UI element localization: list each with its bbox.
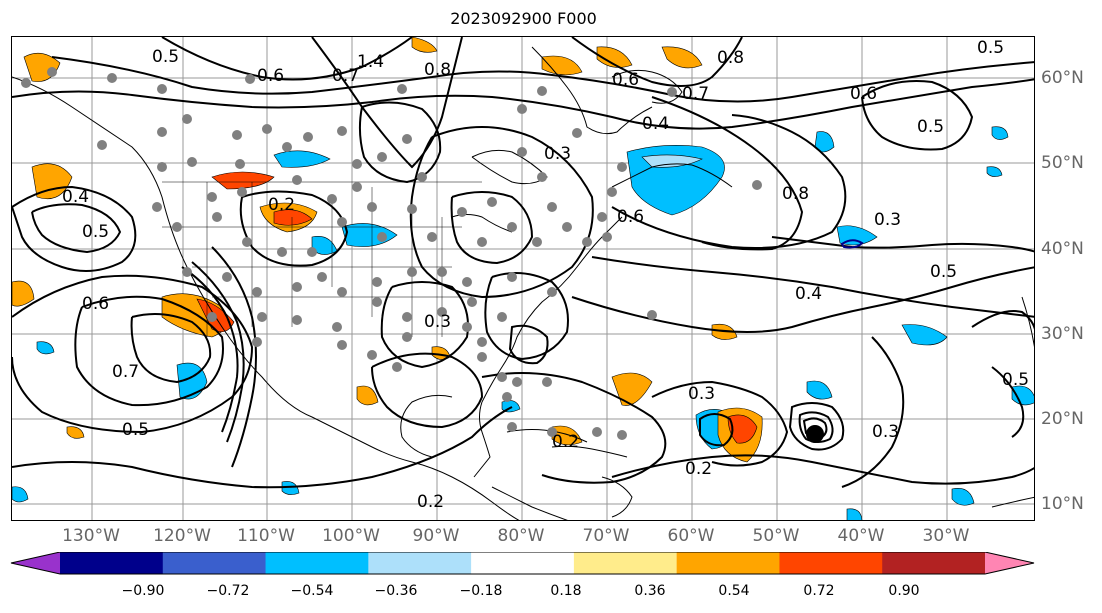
contour-lines <box>12 37 1034 489</box>
contour-label: 0.5 <box>122 420 149 440</box>
lon-label: 120°W <box>153 526 211 546</box>
colorbar-extend-min <box>11 552 60 574</box>
contour-label: 0.6 <box>612 70 639 90</box>
colorbar-tick-label: −0.18 <box>459 583 503 599</box>
contour-label: 0.4 <box>795 284 822 304</box>
contour-label: 0.5 <box>917 117 944 137</box>
contour-label: 0.3 <box>874 210 901 230</box>
colorbar-tick-label: 0.18 <box>550 583 582 599</box>
contour-label: 0.2 <box>685 459 712 479</box>
colorbar-segment <box>368 552 472 574</box>
lon-label: 40°W <box>837 526 885 546</box>
contour-label: 0.3 <box>544 144 571 164</box>
lat-label: 30°N <box>1041 324 1084 344</box>
station-dots <box>21 67 762 440</box>
colorbar-tick-label: 0.36 <box>634 583 666 599</box>
contour-label: 0.7 <box>682 84 709 104</box>
colorbar-tick-label: 0.90 <box>888 583 920 599</box>
lon-label: 80°W <box>497 526 545 546</box>
lat-label: 40°N <box>1041 239 1084 259</box>
contour-label: 1.4 <box>357 52 384 72</box>
plot-title: 2023092900 F000 <box>450 9 597 28</box>
lon-label: 30°W <box>922 526 970 546</box>
lat-label: 10°N <box>1041 494 1084 514</box>
colorbar-tick-label: −0.90 <box>121 583 165 599</box>
contour-label: 0.8 <box>424 60 451 80</box>
map-panel: 0.5 0.6 0.7 1.4 0.8 0.6 0.7 0.8 0.5 0.6 … <box>11 36 1035 521</box>
lon-label: 50°W <box>752 526 800 546</box>
lat-label: 60°N <box>1041 68 1084 88</box>
contour-label: 0.6 <box>617 207 644 227</box>
cyclone-center-marker <box>806 425 824 443</box>
contour-label: 0.3 <box>872 422 899 442</box>
colorbar-segment <box>779 552 883 574</box>
colorbar-segment <box>471 552 575 574</box>
contour-label: 0.7 <box>112 362 139 382</box>
lat-label: 20°N <box>1041 409 1084 429</box>
lon-label: 100°W <box>322 526 380 546</box>
contour-label-layer: 0.5 0.6 0.7 1.4 0.8 0.6 0.7 0.8 0.5 0.6 … <box>62 38 1029 512</box>
colorbar-tick-label: 0.54 <box>718 583 750 599</box>
contour-label: 0.8 <box>782 184 809 204</box>
contour-label: 0.6 <box>257 66 284 86</box>
lon-label: 70°W <box>582 526 630 546</box>
contour-label: 0.4 <box>62 187 89 207</box>
contour-label: 0.7 <box>332 66 359 86</box>
colorbar-segment <box>573 552 678 574</box>
coastlines <box>12 46 1034 520</box>
colorbar-segment <box>265 552 369 574</box>
colorbar-segment <box>882 552 986 574</box>
map-canvas: 0.5 0.6 0.7 1.4 0.8 0.6 0.7 0.8 0.5 0.6 … <box>12 37 1034 520</box>
contour-label: 0.8 <box>717 48 744 68</box>
colorbar <box>10 552 1035 575</box>
negative-contour <box>840 239 864 249</box>
contour-label: 0.2 <box>417 492 444 512</box>
colorbar-extend-max <box>985 552 1034 574</box>
lon-label: 90°W <box>412 526 460 546</box>
colorbar-tick-label: −0.36 <box>374 583 418 599</box>
colorbar-tick-label: 0.72 <box>803 583 835 599</box>
shaded-anomaly-patches <box>12 37 1034 520</box>
lon-label: 60°W <box>667 526 715 546</box>
contour-label: 0.3 <box>424 312 451 332</box>
lat-label: 50°N <box>1041 153 1084 173</box>
colorbar-tick-label: −0.54 <box>290 583 334 599</box>
contour-label: 0.5 <box>1002 370 1029 390</box>
contour-label: 0.6 <box>850 84 877 104</box>
colorbar-segment <box>676 552 780 574</box>
lon-label: 130°W <box>62 526 120 546</box>
contour-label: 0.2 <box>268 195 295 215</box>
contour-label: 0.3 <box>688 384 715 404</box>
colorbar-tick-label: −0.72 <box>206 583 250 599</box>
colorbar-segments <box>11 552 1034 574</box>
colorbar-segment <box>60 552 164 574</box>
colorbar-segment <box>162 552 267 574</box>
contour-label: 0.5 <box>82 222 109 242</box>
lon-label: 110°W <box>237 526 295 546</box>
contour-label: 0.5 <box>152 47 179 67</box>
contour-label: 0.5 <box>930 262 957 282</box>
contour-label: 0.2 <box>552 432 579 452</box>
contour-label: 0.4 <box>642 114 669 134</box>
contour-label: 0.5 <box>977 38 1004 58</box>
contour-label: 0.6 <box>82 294 109 314</box>
